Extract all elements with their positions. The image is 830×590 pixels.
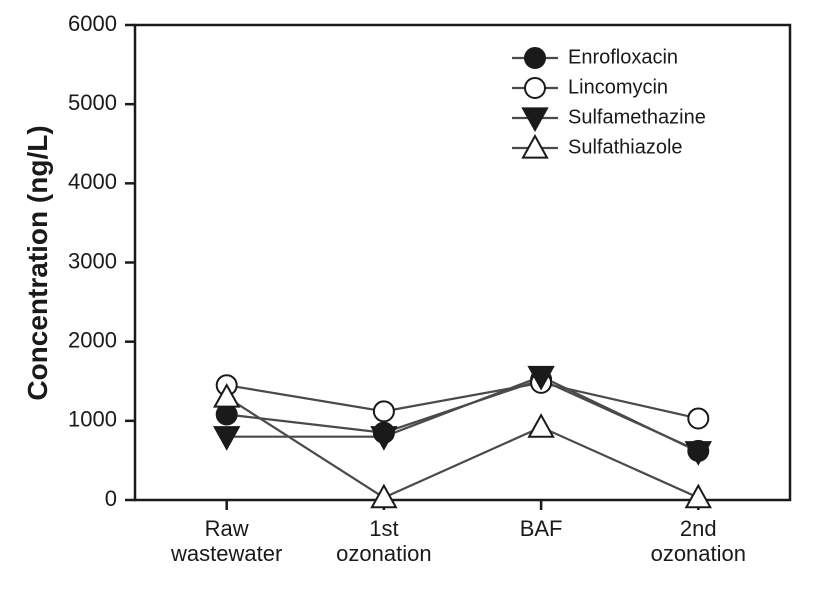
svg-text:2000: 2000 — [68, 327, 117, 352]
svg-text:0: 0 — [105, 486, 117, 511]
y-axis-label: Concentration (ng/L) — [22, 125, 54, 400]
x-tick-label: BAF — [520, 516, 563, 541]
svg-text:6000: 6000 — [68, 11, 117, 36]
svg-text:Sulfathiazole: Sulfathiazole — [568, 136, 683, 158]
svg-text:Lincomycin: Lincomycin — [568, 76, 668, 98]
svg-text:Enrofloxacin: Enrofloxacin — [568, 46, 678, 68]
chart-svg: 0 1000 2000 3000 4000 5000 6000 Enrofloxacin Lin… — [0, 0, 830, 590]
x-tick-label: 2nd ozonation — [651, 516, 746, 567]
svg-text:4000: 4000 — [68, 169, 117, 194]
svg-text:Sulfamethazine: Sulfamethazine — [568, 106, 706, 128]
x-tick-label: 1st ozonation — [336, 516, 431, 567]
svg-text:3000: 3000 — [68, 248, 117, 273]
svg-text:1000: 1000 — [68, 407, 117, 432]
concentration-chart: 0 1000 2000 3000 4000 5000 6000 Enrofloxacin Lin… — [0, 0, 830, 590]
svg-text:5000: 5000 — [68, 90, 117, 115]
x-tick-label: Raw wastewater — [171, 516, 282, 567]
